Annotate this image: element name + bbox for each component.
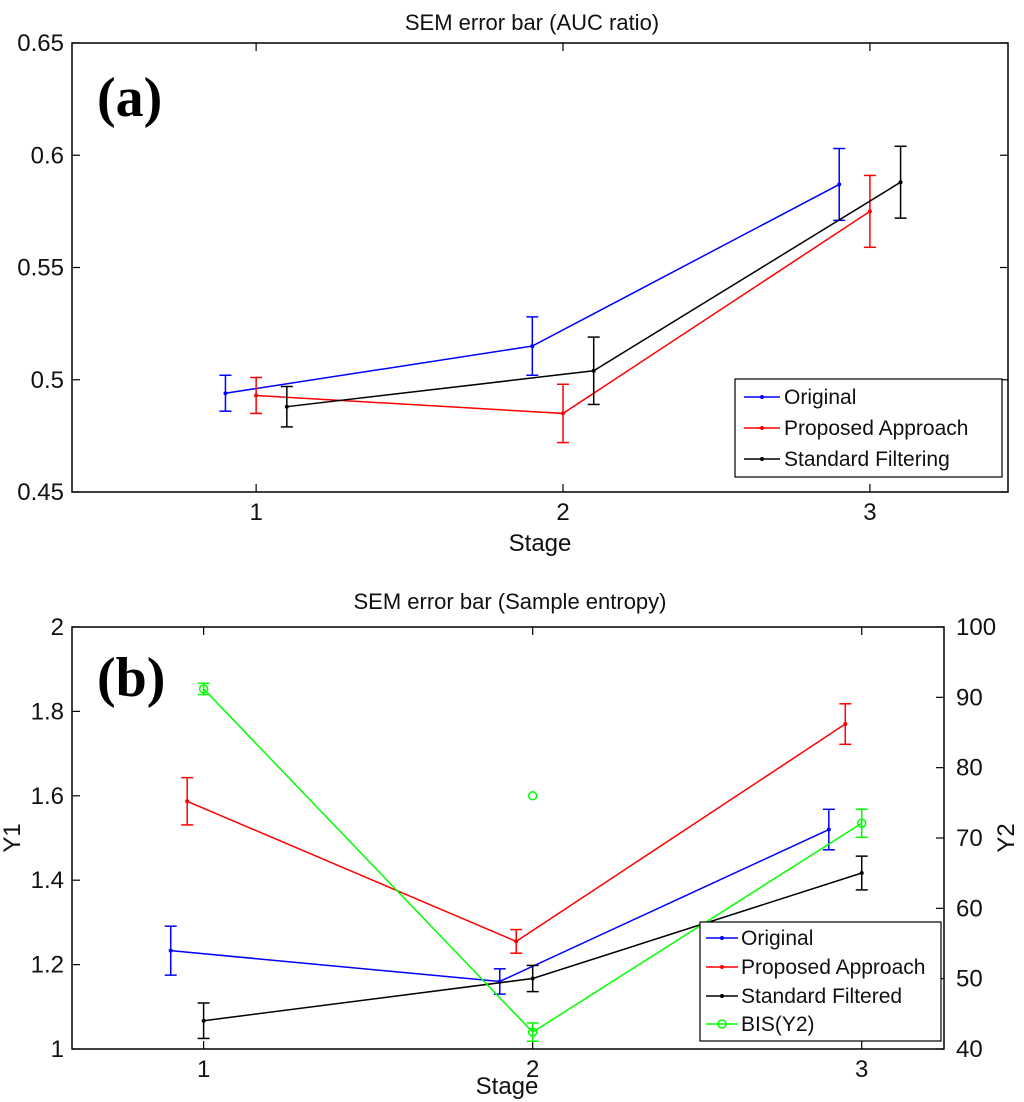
legend-a-original: Original [784,386,856,409]
extra-data-point [527,791,538,801]
y2-tick-label: 50 [956,966,983,993]
y2-tick-label: 70 [956,825,983,852]
data-point-proposed-approach [867,209,872,214]
legend-b-proposed: Proposed Approach [741,956,925,979]
data-point-proposed-approach [843,722,848,727]
chart-a-title: SEM error bar (AUC ratio) [405,10,659,35]
x-tick-label: 2 [556,499,569,526]
legend-b-standard: Standard Filtered [741,985,902,1008]
panel-a: SEM error bar (AUC ratio) 0.45 0.5 0.55 0.6… [17,10,1009,557]
chart-b-y1-axis-label: Y1 [0,823,26,852]
chart-a-x-axis-label: Stage [509,530,572,557]
data-point-standard-filtering [898,180,903,185]
legend-a-standard: Standard Filtering [784,448,950,471]
y-tick-label: 0.6 [31,142,64,169]
legend-b-bis: BIS(Y2) [741,1013,815,1036]
y-tick-label: 2 [51,614,64,641]
legend-b-original: Original [741,927,813,950]
y-tick-label: 1.2 [31,952,64,979]
legend-a-proposed: Proposed Approach [784,417,968,440]
x-tick-label: 3 [863,499,876,526]
series-line-proposed-approach [186,723,846,943]
y-tick-label: 0.5 [31,367,64,394]
data-point-standard-filtering [284,404,289,409]
y2-tick-label: 60 [956,895,983,922]
data-point-bis-y2 [198,684,209,694]
y-tick-label: 1.4 [31,867,64,894]
data-point-original [223,391,228,396]
chart-b-x-axis-label: Stage [476,1073,539,1100]
y2-tick-label: 80 [956,755,983,782]
panel-b-label: (b) [97,647,165,709]
chart-b-y2-axis-label: Y2 [993,823,1020,852]
data-point-bis-y2 [856,818,867,828]
chart-a-legend: Original Proposed Approach Standard Filt… [734,378,1003,478]
y2-tick-label: 90 [956,684,983,711]
x-tick-label: 2 [526,1056,539,1083]
y-tick-label: 1.8 [31,698,64,725]
data-point-original [168,948,173,953]
y2-tick-label: 40 [956,1036,983,1063]
panel-b: SEM error bar (Sample entropy) 1 1.2 1.4 1.… [0,589,1020,1100]
data-point-standard-filtered [530,976,535,981]
data-point-original [837,182,842,187]
data-point-bis-y2 [527,1027,538,1037]
y-tick-label: 0.55 [17,255,64,282]
x-tick-label: 3 [855,1056,868,1083]
data-point-original [826,827,831,832]
x-tick-label: 1 [197,1056,210,1083]
y2-tick-label: 100 [956,614,996,641]
data-point-proposed-approach [514,939,519,944]
y-tick-label: 0.65 [17,30,64,57]
y-tick-label: 0.45 [17,479,64,506]
chart-b-legend: Original Proposed Approach Standard Filt… [699,921,942,1042]
data-point-proposed-approach [185,799,190,804]
x-tick-label: 1 [249,499,262,526]
data-point-standard-filtered [201,1018,206,1023]
data-point-standard-filtered [859,871,864,876]
data-point-proposed-approach [561,411,566,416]
y-tick-label: 1.6 [31,783,64,810]
chart-b-title: SEM error bar (Sample entropy) [354,589,667,614]
data-point-proposed-approach [254,393,259,398]
y-tick-label: 1 [51,1036,64,1063]
panel-a-label: (a) [97,67,162,129]
data-point-standard-filtering [591,368,596,373]
data-point-original [530,344,535,349]
